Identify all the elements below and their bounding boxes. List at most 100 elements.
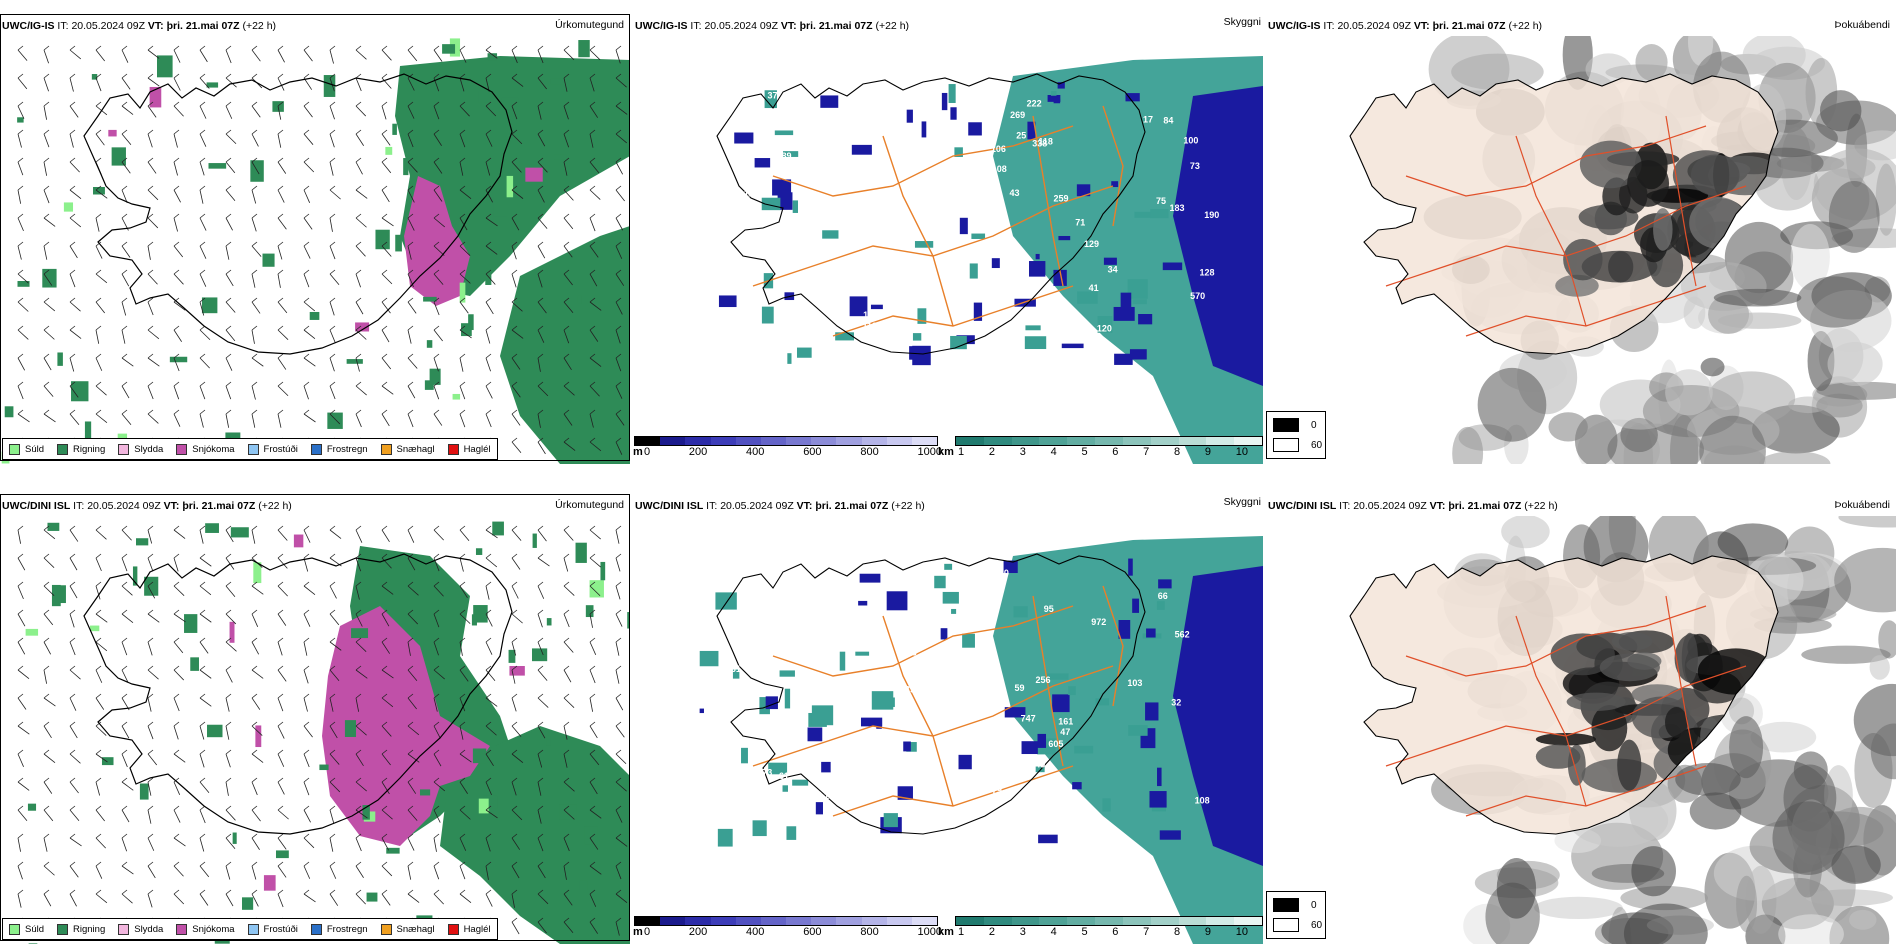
wind-barb [537,697,549,708]
wind-barb [563,245,573,258]
visibility-cell [1145,702,1159,721]
fog-cell [1665,369,1713,416]
wind-barb [277,557,288,569]
wind-barb-tick [381,241,388,247]
visibility-cell [786,826,797,840]
precip-cell [101,757,114,766]
wind-barb-tick [199,73,206,79]
wind-barb [251,105,261,118]
precip-cell [506,175,514,198]
visibility-cell [1158,579,1172,589]
visibility-cell [954,147,963,157]
visibility-label: 129 [1084,239,1099,249]
wind-barb-tick [381,833,388,839]
it-label: IT: [1339,500,1351,512]
legend-item: Frostúði [247,923,298,935]
wind-barb [147,893,153,908]
wind-barb-tick [433,409,440,415]
wind-barb-tick [589,777,596,783]
precip-cell [275,850,289,859]
wind-barb-tick [69,297,76,303]
wind-barb-tick [251,353,258,359]
wind-barb-tick [121,381,128,387]
wind-barb-tick [147,269,154,275]
wind-barb [147,809,152,824]
legend-swatch [247,443,259,455]
wind-barb-tick [95,861,102,867]
visibility-cell [1076,184,1091,197]
precip-cell [108,129,117,137]
wind-barb [459,781,468,794]
vt-value: þri. 21.mai 07Z [799,20,873,32]
wind-barb-tick [511,917,518,923]
visibility-cell [1047,94,1061,102]
wind-barb-tick [43,157,50,163]
visibility-cell [839,651,846,671]
visibility-cell [715,592,737,610]
coastline [716,73,1146,355]
visibility-label: 25 [968,67,978,77]
snow-area [404,176,470,306]
wind-barb [537,77,547,90]
wind-barb [485,725,497,736]
visibility-label: 15 [824,791,834,801]
wind-barb [173,557,179,572]
wind-barb [329,105,335,120]
visibility-label: 91 [996,725,1006,735]
wind-barb [147,385,154,400]
wind-barb [485,357,491,372]
wind-barb [459,865,466,880]
wind-barb-tick [433,157,440,163]
wind-barb [277,133,282,148]
wind-barb-tick [563,45,570,51]
wind-barb-tick [329,213,336,219]
wind-barb-tick [147,297,154,303]
visibility-label: 94 [776,798,786,808]
wind-barb [329,781,341,793]
wind-barb-tick [537,525,544,531]
wind-barb-tick [303,73,310,79]
wind-barb-tick [199,157,206,163]
wind-barb [69,585,78,599]
visibility-cell [718,295,737,308]
wind-barb [563,781,575,792]
wind-barb [173,585,185,596]
wind-barb-tick [485,409,492,415]
wind-barb-tick [95,693,102,699]
wind-barb [277,781,285,795]
wind-barb [537,893,549,905]
wind-barb-tick [277,241,284,247]
wind-barb [615,585,621,600]
wind-barb [147,669,159,680]
wind-barb-tick [69,581,76,587]
wind-barb-tick [537,721,544,727]
wind-barb [563,329,570,344]
wind-barb-tick [43,777,50,783]
precip-cell [136,538,149,546]
wind-barb [277,413,282,428]
wind-barb [225,245,230,260]
wind-barb-tick [277,777,284,783]
wind-barb [17,301,29,312]
wind-barb-tick [615,917,622,923]
wind-barb [615,921,620,936]
wind-barb [615,441,623,455]
wind-barb-tick [225,665,232,671]
legend-swatch [57,443,69,455]
wind-barb [303,893,316,903]
wind-barb-tick [589,297,596,303]
wind-barb-tick [485,553,492,559]
wind-barb-tick [17,525,24,531]
wind-barb-tick [563,241,570,247]
wind-barb [147,133,153,148]
wind-barb [537,301,547,314]
precip-cell [589,580,604,598]
precip-cell [111,147,126,166]
wind-barb [615,413,625,426]
wind-barb [381,697,394,708]
wind-barb [459,669,469,682]
wind-barb [303,753,310,768]
wind-barb [615,245,623,259]
wind-barb-tick [563,157,570,163]
it-label: IT: [1323,20,1335,32]
